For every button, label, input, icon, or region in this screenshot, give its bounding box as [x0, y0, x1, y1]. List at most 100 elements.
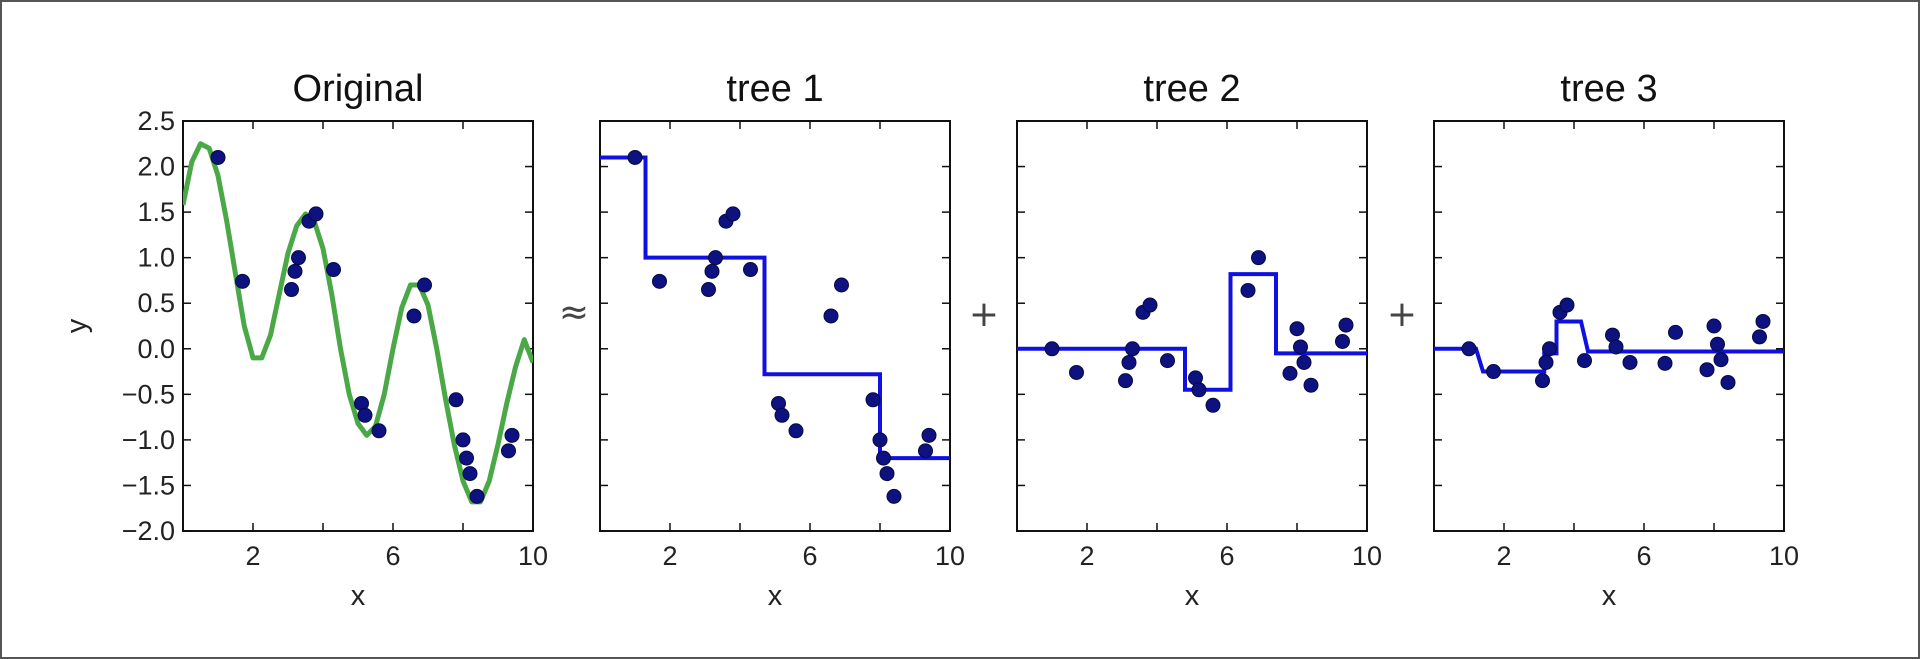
data-point	[1710, 336, 1725, 352]
panel-tree-2: tree 2 2 6 10 x	[1016, 68, 1382, 612]
y-tick-label: −1.5	[122, 470, 175, 500]
data-point	[876, 450, 891, 466]
data-point	[455, 432, 471, 448]
plot-area	[182, 120, 534, 532]
x-tick-label: 2	[1496, 541, 1511, 571]
data-point	[371, 423, 387, 439]
x-axis-label: x	[768, 580, 783, 612]
x-tick-label: 6	[1636, 541, 1651, 571]
data-point	[872, 432, 888, 448]
data-point	[1044, 341, 1060, 357]
operator-approx: ≈	[559, 292, 589, 333]
data-point	[462, 466, 478, 482]
data-point	[459, 450, 474, 466]
data-point	[1542, 341, 1557, 357]
x-tick-label: 2	[1079, 541, 1094, 571]
data-point	[1755, 313, 1771, 329]
data-point	[879, 466, 895, 482]
data-point	[1657, 355, 1673, 371]
operator-plus-2: +	[1387, 294, 1417, 335]
data-point	[701, 282, 716, 298]
data-point	[406, 308, 422, 324]
data-point	[284, 282, 299, 298]
x-tick-label: 10	[935, 541, 965, 571]
data-point	[1160, 353, 1175, 369]
x-tick-label: 6	[385, 541, 400, 571]
data-point	[1699, 362, 1715, 378]
y-tick-label: −2.0	[122, 516, 175, 546]
data-point	[1668, 324, 1683, 340]
data-point	[287, 263, 303, 279]
x-tick-label: 10	[518, 541, 548, 571]
data-point	[918, 443, 933, 459]
x-tick-label: 2	[245, 541, 260, 571]
data-point	[865, 392, 881, 408]
data-point	[1461, 341, 1477, 357]
series-step-prediction	[1017, 272, 1367, 392]
data-point	[1559, 297, 1575, 313]
data-point	[501, 443, 516, 459]
data-point	[1191, 382, 1207, 398]
data-point	[1608, 339, 1624, 355]
chart-title: tree 1	[726, 68, 823, 110]
data-point	[1282, 365, 1298, 381]
x-axis-label: x	[1602, 580, 1617, 612]
data-point	[1335, 333, 1350, 349]
data-point	[788, 423, 804, 439]
data-point	[1142, 297, 1158, 313]
data-point	[1125, 341, 1140, 357]
data-point	[469, 488, 485, 504]
data-point	[1577, 353, 1592, 369]
data-point	[774, 407, 790, 423]
chart-title: tree 2	[1143, 68, 1240, 110]
data-point	[504, 427, 520, 443]
data-point	[652, 273, 667, 289]
x-tick-label: 10	[1352, 541, 1382, 571]
x-axis-label: x	[351, 580, 366, 612]
data-point	[1293, 339, 1308, 355]
data-point	[1205, 397, 1221, 413]
data-point	[1706, 318, 1722, 334]
data-point	[743, 262, 758, 278]
data-point	[823, 308, 839, 324]
x-tick-label: 6	[1219, 541, 1234, 571]
data-point	[704, 263, 720, 279]
y-tick-label: 1.0	[137, 243, 175, 273]
x-tick-label: 6	[802, 541, 817, 571]
y-tick-label: 2.0	[137, 152, 175, 182]
plot-area	[1016, 120, 1368, 532]
data-point	[1296, 354, 1312, 370]
data-point	[1251, 250, 1266, 266]
data-point	[627, 149, 643, 165]
data-point	[1338, 317, 1354, 333]
data-point	[1289, 321, 1305, 337]
y-axis-label: y	[61, 318, 93, 333]
panel-original: Original 2 6 10 2.5 2.0 1.5 1.0 0.5 0.0 −0.5 −1.0 −1…	[61, 68, 548, 612]
data-point	[1752, 329, 1767, 345]
data-point	[1486, 364, 1501, 380]
data-point	[357, 407, 373, 423]
y-tick-label: −1.0	[122, 425, 175, 455]
data-point	[417, 277, 432, 293]
data-point	[1535, 373, 1550, 389]
data-point	[1118, 373, 1133, 389]
y-tick-label: 0.5	[137, 288, 175, 318]
chart-title: tree 3	[1560, 68, 1657, 110]
plot-area	[1433, 120, 1785, 532]
data-point	[1303, 377, 1319, 393]
plot-area	[599, 120, 951, 532]
data-point	[210, 149, 226, 165]
data-point	[1713, 352, 1729, 368]
data-point	[1720, 374, 1736, 390]
y-tick-label: 2.5	[137, 106, 175, 136]
data-point	[235, 273, 250, 289]
operator-plus-1: +	[969, 294, 999, 335]
data-point	[725, 206, 741, 222]
x-axis-label: x	[1185, 580, 1200, 612]
y-tick-label: 1.5	[137, 197, 175, 227]
chart-title: Original	[293, 68, 424, 110]
data-point	[921, 427, 937, 443]
data-point	[708, 250, 723, 266]
data-point	[291, 250, 306, 266]
